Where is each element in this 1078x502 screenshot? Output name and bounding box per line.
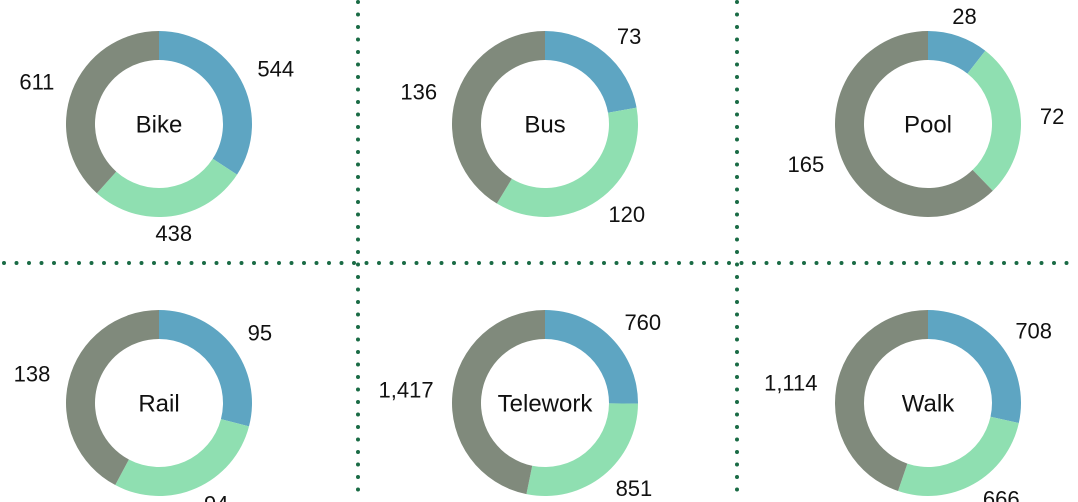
donut-segment: [159, 31, 252, 175]
donut-segment: [928, 31, 986, 74]
value-label: 72: [1040, 104, 1064, 129]
donut-segment: [96, 158, 238, 217]
donut-segment: [159, 310, 252, 427]
donut-segment: [967, 50, 1022, 191]
donut-label: Telework: [498, 390, 594, 417]
value-label: 73: [617, 24, 641, 49]
donut-segment: [115, 419, 250, 496]
value-label: 611: [19, 70, 54, 95]
value-label: 1,417: [379, 378, 434, 403]
donut-segment: [835, 31, 993, 217]
value-label: 95: [248, 320, 272, 345]
donut-label: Bus: [524, 111, 565, 138]
donut-label: Rail: [138, 390, 179, 417]
donut-label: Pool: [904, 111, 952, 138]
value-label: 165: [787, 152, 824, 177]
donut-label: Walk: [902, 390, 955, 417]
value-label: 851: [616, 476, 653, 501]
donut-segment: [66, 310, 159, 486]
value-label: 1,114: [764, 371, 817, 396]
value-label: 28: [952, 4, 976, 29]
value-label: 136: [400, 80, 437, 105]
value-label: 94: [204, 491, 228, 502]
value-label: 120: [608, 202, 645, 227]
donut-segment: [526, 403, 638, 496]
donut-label: Bike: [136, 111, 183, 138]
donut-segment: [835, 310, 928, 492]
donut-segment: [452, 31, 545, 204]
donut-segment: [451, 310, 545, 495]
value-label: 438: [155, 221, 192, 246]
donut-segment: [928, 310, 1021, 424]
value-label: 544: [257, 56, 294, 81]
donut-segment: [545, 310, 638, 404]
value-label: 708: [1015, 319, 1052, 344]
donut-segment: [898, 416, 1019, 496]
value-label: 138: [14, 362, 51, 387]
donut-segment: [545, 31, 637, 113]
value-label: 666: [983, 486, 1020, 502]
donut-segment: [496, 107, 638, 217]
donut-segment: [66, 31, 159, 194]
value-label: 760: [624, 310, 661, 335]
